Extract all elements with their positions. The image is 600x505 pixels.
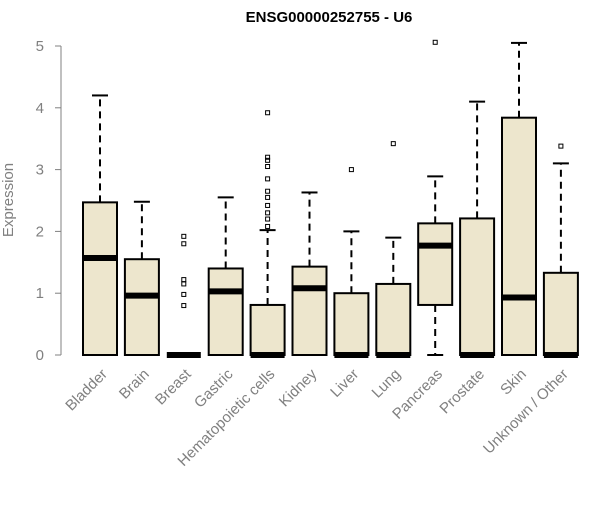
chart-title: ENSG00000252755 - U6 (246, 9, 413, 26)
box-prostate (459, 100, 496, 358)
box-pancreas (417, 39, 454, 356)
box-iqr (417, 222, 454, 306)
outlier-point (390, 141, 396, 147)
box-lung (375, 141, 412, 358)
box-iqr (249, 303, 286, 356)
box-bladder (82, 94, 118, 356)
box-iqr (501, 116, 537, 356)
axes: 0 1 2 3 4 5 (36, 38, 62, 364)
box-kidney (291, 191, 328, 357)
box-iqr (207, 267, 244, 357)
x-tick-label: Kidney (276, 365, 321, 410)
x-tick-label: Skin (497, 366, 530, 399)
outlier-point (181, 291, 187, 297)
outlier-point (265, 210, 271, 216)
outlier-point (265, 223, 271, 229)
box-iqr (375, 282, 412, 356)
box-skin (501, 41, 537, 356)
y-tick-label: 3 (36, 162, 44, 179)
y-axis-label: Expression (0, 163, 17, 237)
outlier-point (265, 176, 271, 182)
outlier-point (348, 167, 354, 173)
x-tick-label: Brain (116, 366, 153, 403)
outlier-point (181, 241, 187, 247)
y-tick-label: 1 (36, 285, 44, 302)
outlier-point (265, 188, 271, 194)
outlier-point (265, 202, 271, 208)
outlier-point (265, 194, 271, 200)
box-gastric (207, 196, 244, 357)
outlier-point (432, 39, 438, 45)
box-hematopoietic-cells (249, 110, 286, 358)
y-tick-label: 2 (36, 223, 44, 240)
boxes (82, 39, 579, 358)
outlier-point (265, 164, 271, 170)
x-tick-label: Breast (152, 365, 195, 408)
x-tick-label: Liver (327, 366, 362, 401)
outlier-point (181, 277, 187, 283)
x-tick-label: Lung (369, 366, 405, 402)
box-iqr (333, 292, 370, 357)
outlier-point (265, 154, 271, 160)
box-iqr (542, 271, 579, 356)
box-iqr (459, 217, 496, 356)
box-liver (333, 167, 370, 358)
y-tick-label: 4 (36, 100, 44, 117)
x-tick-label: Prostate (436, 366, 488, 418)
outlier-point (181, 233, 187, 239)
box-iqr (123, 258, 160, 356)
x-tick-label: Bladder (62, 366, 111, 415)
outlier-point (181, 303, 187, 309)
box-iqr (82, 201, 118, 356)
box-breast (166, 233, 201, 358)
outlier-point (265, 216, 271, 222)
box-brain (123, 200, 160, 356)
outlier-point (558, 143, 564, 149)
y-tick-label: 5 (36, 38, 44, 55)
box-unknown-other (542, 143, 579, 358)
y-tick-label: 0 (36, 347, 44, 364)
outlier-point (265, 110, 271, 116)
box-iqr (291, 265, 328, 357)
outlier-point (265, 157, 271, 163)
outlier-point (181, 281, 187, 287)
